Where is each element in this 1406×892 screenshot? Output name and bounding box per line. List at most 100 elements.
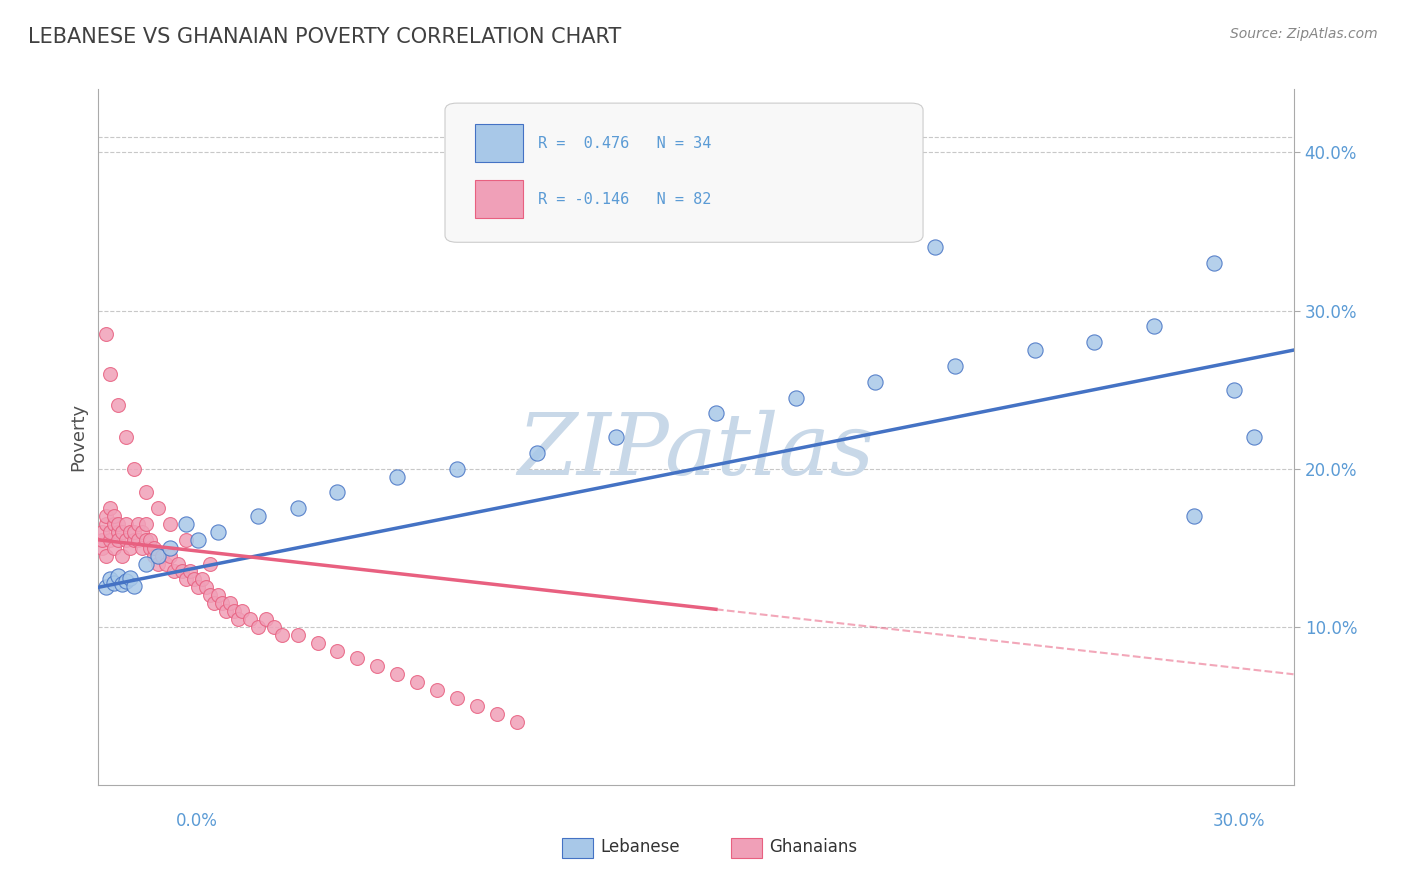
Point	[96, 580, 118, 594]
Point	[107, 524, 129, 539]
Point	[1182, 509, 1205, 524]
Point	[103, 516, 125, 531]
Point	[231, 604, 253, 618]
Point	[96, 516, 118, 531]
Point	[346, 651, 368, 665]
Point	[198, 557, 221, 571]
Point	[124, 524, 146, 539]
Point	[187, 533, 209, 547]
Point	[159, 549, 181, 563]
Point	[385, 469, 409, 483]
Text: ZIPatlas: ZIPatlas	[517, 409, 875, 492]
Point	[785, 391, 807, 405]
Point	[150, 549, 173, 563]
Point	[167, 557, 190, 571]
Point	[143, 549, 166, 563]
Point	[103, 541, 125, 555]
Point	[246, 509, 269, 524]
Point	[222, 604, 245, 618]
Point	[155, 557, 177, 571]
Point	[1143, 319, 1166, 334]
Point	[226, 612, 249, 626]
Point	[207, 588, 229, 602]
Point	[124, 579, 146, 593]
Point	[124, 533, 146, 547]
Point	[1024, 343, 1046, 357]
Point	[148, 501, 170, 516]
Point	[254, 612, 277, 626]
Point	[1223, 383, 1246, 397]
Point	[91, 541, 114, 555]
Point	[326, 643, 349, 657]
Point	[307, 635, 329, 649]
Point	[174, 533, 197, 547]
Point	[135, 485, 157, 500]
Point	[187, 580, 209, 594]
Point	[198, 588, 221, 602]
Point	[785, 177, 807, 191]
Point	[124, 461, 146, 475]
Point	[127, 516, 149, 531]
Point	[91, 524, 114, 539]
Point	[120, 524, 142, 539]
Point	[107, 533, 129, 547]
Point	[139, 533, 162, 547]
Point	[1243, 430, 1265, 444]
Point	[174, 516, 197, 531]
Point	[135, 533, 157, 547]
Point	[111, 549, 134, 563]
Point	[215, 604, 238, 618]
Point	[526, 446, 548, 460]
Point	[115, 533, 138, 547]
Point	[98, 573, 122, 587]
Point	[107, 569, 129, 583]
Point	[287, 501, 309, 516]
Point	[865, 375, 887, 389]
Point	[446, 461, 468, 475]
Text: R = -0.146   N = 82: R = -0.146 N = 82	[538, 192, 711, 207]
Point	[207, 524, 229, 539]
Point	[107, 516, 129, 531]
Point	[148, 557, 170, 571]
Point	[131, 524, 153, 539]
Point	[465, 698, 488, 713]
Point	[96, 327, 118, 342]
Point	[287, 628, 309, 642]
Point	[148, 549, 170, 563]
Point	[143, 541, 166, 555]
Point	[239, 612, 262, 626]
Point	[107, 399, 129, 413]
Point	[111, 524, 134, 539]
Point	[174, 573, 197, 587]
Point	[179, 565, 201, 579]
Point	[103, 575, 125, 590]
FancyBboxPatch shape	[446, 103, 922, 243]
Point	[120, 571, 142, 585]
Point	[163, 565, 186, 579]
Point	[96, 549, 118, 563]
Point	[135, 557, 157, 571]
Text: LEBANESE VS GHANAIAN POVERTY CORRELATION CHART: LEBANESE VS GHANAIAN POVERTY CORRELATION…	[28, 27, 621, 46]
Point	[211, 596, 233, 610]
Point	[159, 541, 181, 555]
Point	[426, 683, 449, 698]
Point	[446, 690, 468, 705]
Point	[924, 240, 946, 254]
Point	[246, 620, 269, 634]
Point	[506, 714, 529, 729]
Point	[270, 628, 292, 642]
Point	[943, 359, 966, 373]
Point	[115, 516, 138, 531]
Point	[115, 574, 138, 588]
Point	[98, 533, 122, 547]
Point	[172, 565, 194, 579]
Text: Source: ZipAtlas.com: Source: ZipAtlas.com	[1230, 27, 1378, 41]
Point	[131, 541, 153, 555]
Point	[1083, 335, 1105, 350]
Text: R =  0.476   N = 34: R = 0.476 N = 34	[538, 136, 711, 151]
Point	[191, 573, 214, 587]
Point	[96, 509, 118, 524]
Point	[704, 406, 727, 420]
Point	[91, 533, 114, 547]
Point	[183, 573, 205, 587]
